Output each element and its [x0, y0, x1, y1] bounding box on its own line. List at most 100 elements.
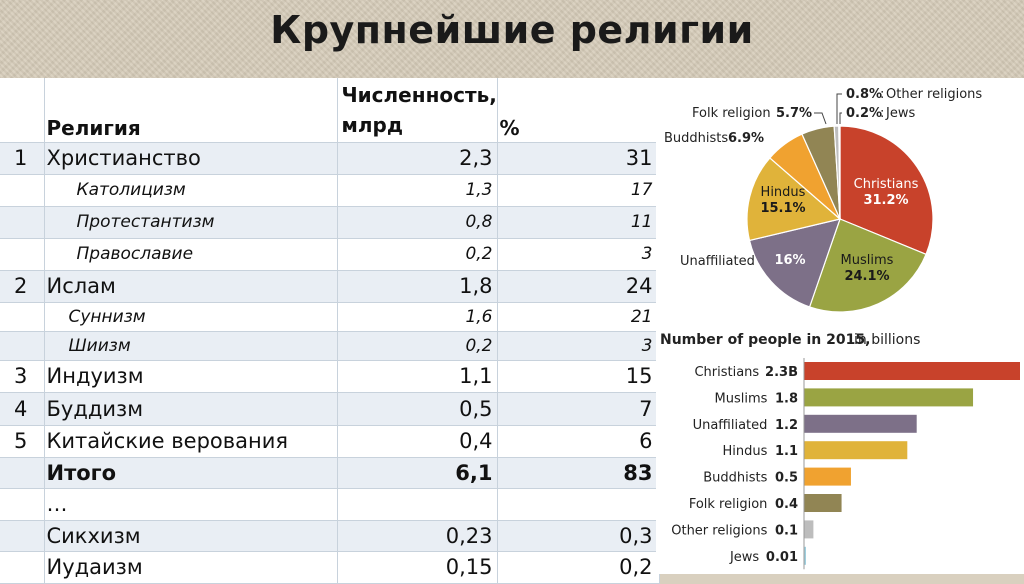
- bar-label-muslims: Muslims: [715, 391, 768, 406]
- table-row: 2 Ислам 1,8 24: [0, 270, 660, 303]
- row-count: 2,3: [337, 142, 498, 175]
- bar-unaffiliated: [804, 414, 917, 433]
- table-row: 3 Индуизм 1,1 15: [0, 360, 660, 393]
- bar-chart-title-suffix: in billions: [854, 332, 920, 348]
- row-religion: Буддизм: [44, 392, 338, 426]
- row-percent: [497, 488, 660, 521]
- row-count-text: 1,1: [459, 364, 493, 388]
- row-percent: 31: [497, 142, 660, 175]
- row-percent: 6: [497, 425, 660, 458]
- bar-label-hindus: Hindus: [723, 444, 768, 459]
- row-count: 1,1: [337, 360, 498, 393]
- header-religion: Религия: [44, 78, 338, 143]
- row-number: 1: [0, 142, 45, 175]
- row-percent: 15: [497, 360, 660, 393]
- row-religion-text: Православие: [76, 244, 194, 264]
- bar-label-jews: Jews: [729, 550, 759, 565]
- row-number: [0, 238, 45, 271]
- table-header-row: Религия Численность, млрд %: [0, 78, 660, 143]
- bar-label-unaffiliated: Unaffiliated: [693, 418, 768, 433]
- bar-label-other-religions: Other religions: [671, 523, 767, 538]
- table-row: Итого 6,1 83: [0, 457, 660, 489]
- row-count: 0,23: [337, 520, 498, 552]
- row-count: 1,8: [337, 270, 498, 303]
- row-religion: Индуизм: [44, 360, 338, 393]
- row-religion-text: Буддизм: [46, 396, 144, 421]
- bar-value-other-religions: 0.1: [775, 523, 798, 538]
- bar-value-unaffiliated: 1.2: [775, 418, 798, 433]
- table-row: Сикхизм 0,23 0,3: [0, 520, 660, 552]
- row-count: 0,2: [337, 238, 498, 271]
- bar-other-religions: [804, 520, 814, 539]
- row-count-text: 1,3: [465, 180, 493, 200]
- bar-jews: [804, 546, 806, 565]
- table-row: Суннизм 1,6 21: [0, 302, 660, 332]
- row-number: [0, 520, 45, 552]
- row-number: [0, 302, 45, 332]
- row-percent-text: 7: [639, 396, 653, 421]
- row-religion: Ислам: [44, 270, 338, 303]
- row-percent: 7: [497, 392, 660, 426]
- row-religion: Итого: [44, 457, 338, 489]
- row-number: [0, 174, 45, 207]
- religions-table: Религия Численность, млрд % 1 Христианств…: [0, 78, 660, 584]
- pie-label-folk-religion: Folk religion: [692, 106, 771, 121]
- row-count: 1,3: [337, 174, 498, 207]
- row-count-text: 0,2: [465, 244, 493, 264]
- row-number: 4: [0, 392, 45, 426]
- pie-sep-jews: :: [880, 106, 884, 121]
- pie-label-christians: Christians: [854, 177, 919, 192]
- row-count-text: 2,3: [459, 146, 493, 170]
- table-row: Шиизм 0,2 3: [0, 331, 660, 361]
- bar-value-jews: 0.01: [766, 550, 798, 565]
- bar-chart-title: Number of people in 2015,: [660, 332, 870, 348]
- row-number-text: 4: [14, 396, 28, 421]
- row-religion-text: …: [46, 492, 68, 516]
- row-percent: 83: [497, 457, 660, 489]
- row-count: 6,1: [337, 457, 498, 489]
- bar-christians: [804, 362, 1020, 380]
- pie-label-unaffiliated: Unaffiliated: [680, 254, 755, 269]
- row-count: 0,4: [337, 425, 498, 458]
- row-religion: Суннизм: [44, 302, 338, 332]
- row-count: 1,6: [337, 302, 498, 332]
- table-row: Католицизм 1,3 17: [0, 174, 660, 207]
- row-religion-text: Сикхизм: [46, 523, 141, 548]
- pie-value-folk-religion: 5.7%: [776, 106, 812, 121]
- header-percent: %: [497, 78, 660, 143]
- row-count-text: 0,2: [465, 335, 493, 356]
- row-count: 0,8: [337, 206, 498, 239]
- pie-value-jews: 0.2%: [846, 106, 882, 121]
- row-percent: 0,2: [497, 551, 660, 584]
- row-count-text: 0,15: [445, 555, 493, 579]
- row-number: [0, 551, 45, 584]
- row-religion: Православие: [44, 238, 338, 271]
- row-number-text: 3: [14, 364, 28, 388]
- row-religion: Китайские верования: [44, 425, 338, 458]
- row-percent: 24: [497, 270, 660, 303]
- table-row: 5 Китайские верования 0,4 6: [0, 425, 660, 458]
- bar-label-christians: Christians: [694, 365, 759, 380]
- row-percent-text: 17: [630, 180, 653, 200]
- row-count-text: 0,8: [465, 212, 493, 232]
- row-number: 3: [0, 360, 45, 393]
- row-count: 0,15: [337, 551, 498, 584]
- pie-slice-muslims: [808, 218, 927, 313]
- row-number: 2: [0, 270, 45, 303]
- row-number: [0, 457, 45, 489]
- row-religion: Сикхизм: [44, 520, 338, 552]
- row-percent-text: 3: [641, 244, 653, 264]
- row-count: 0,5: [337, 392, 498, 426]
- row-religion: Христианство: [44, 142, 338, 175]
- charts-svg: Christians31.2%Muslims24.1%16%Hindus15.1…: [660, 87, 1020, 570]
- pie-value-christians: 31.2%: [863, 193, 908, 208]
- row-percent-text: 31: [625, 146, 653, 170]
- row-percent: 3: [497, 238, 660, 271]
- pie-slice-hindus: [746, 157, 842, 242]
- row-religion: Шиизм: [44, 331, 338, 361]
- row-percent: 3: [497, 331, 660, 361]
- page-title: Крупнейшие религии: [270, 8, 754, 52]
- row-count-text: 1,8: [459, 274, 493, 298]
- religions-table-container: Религия Численность, млрд % 1 Христианств…: [0, 78, 660, 584]
- header-num-cell: [0, 78, 45, 143]
